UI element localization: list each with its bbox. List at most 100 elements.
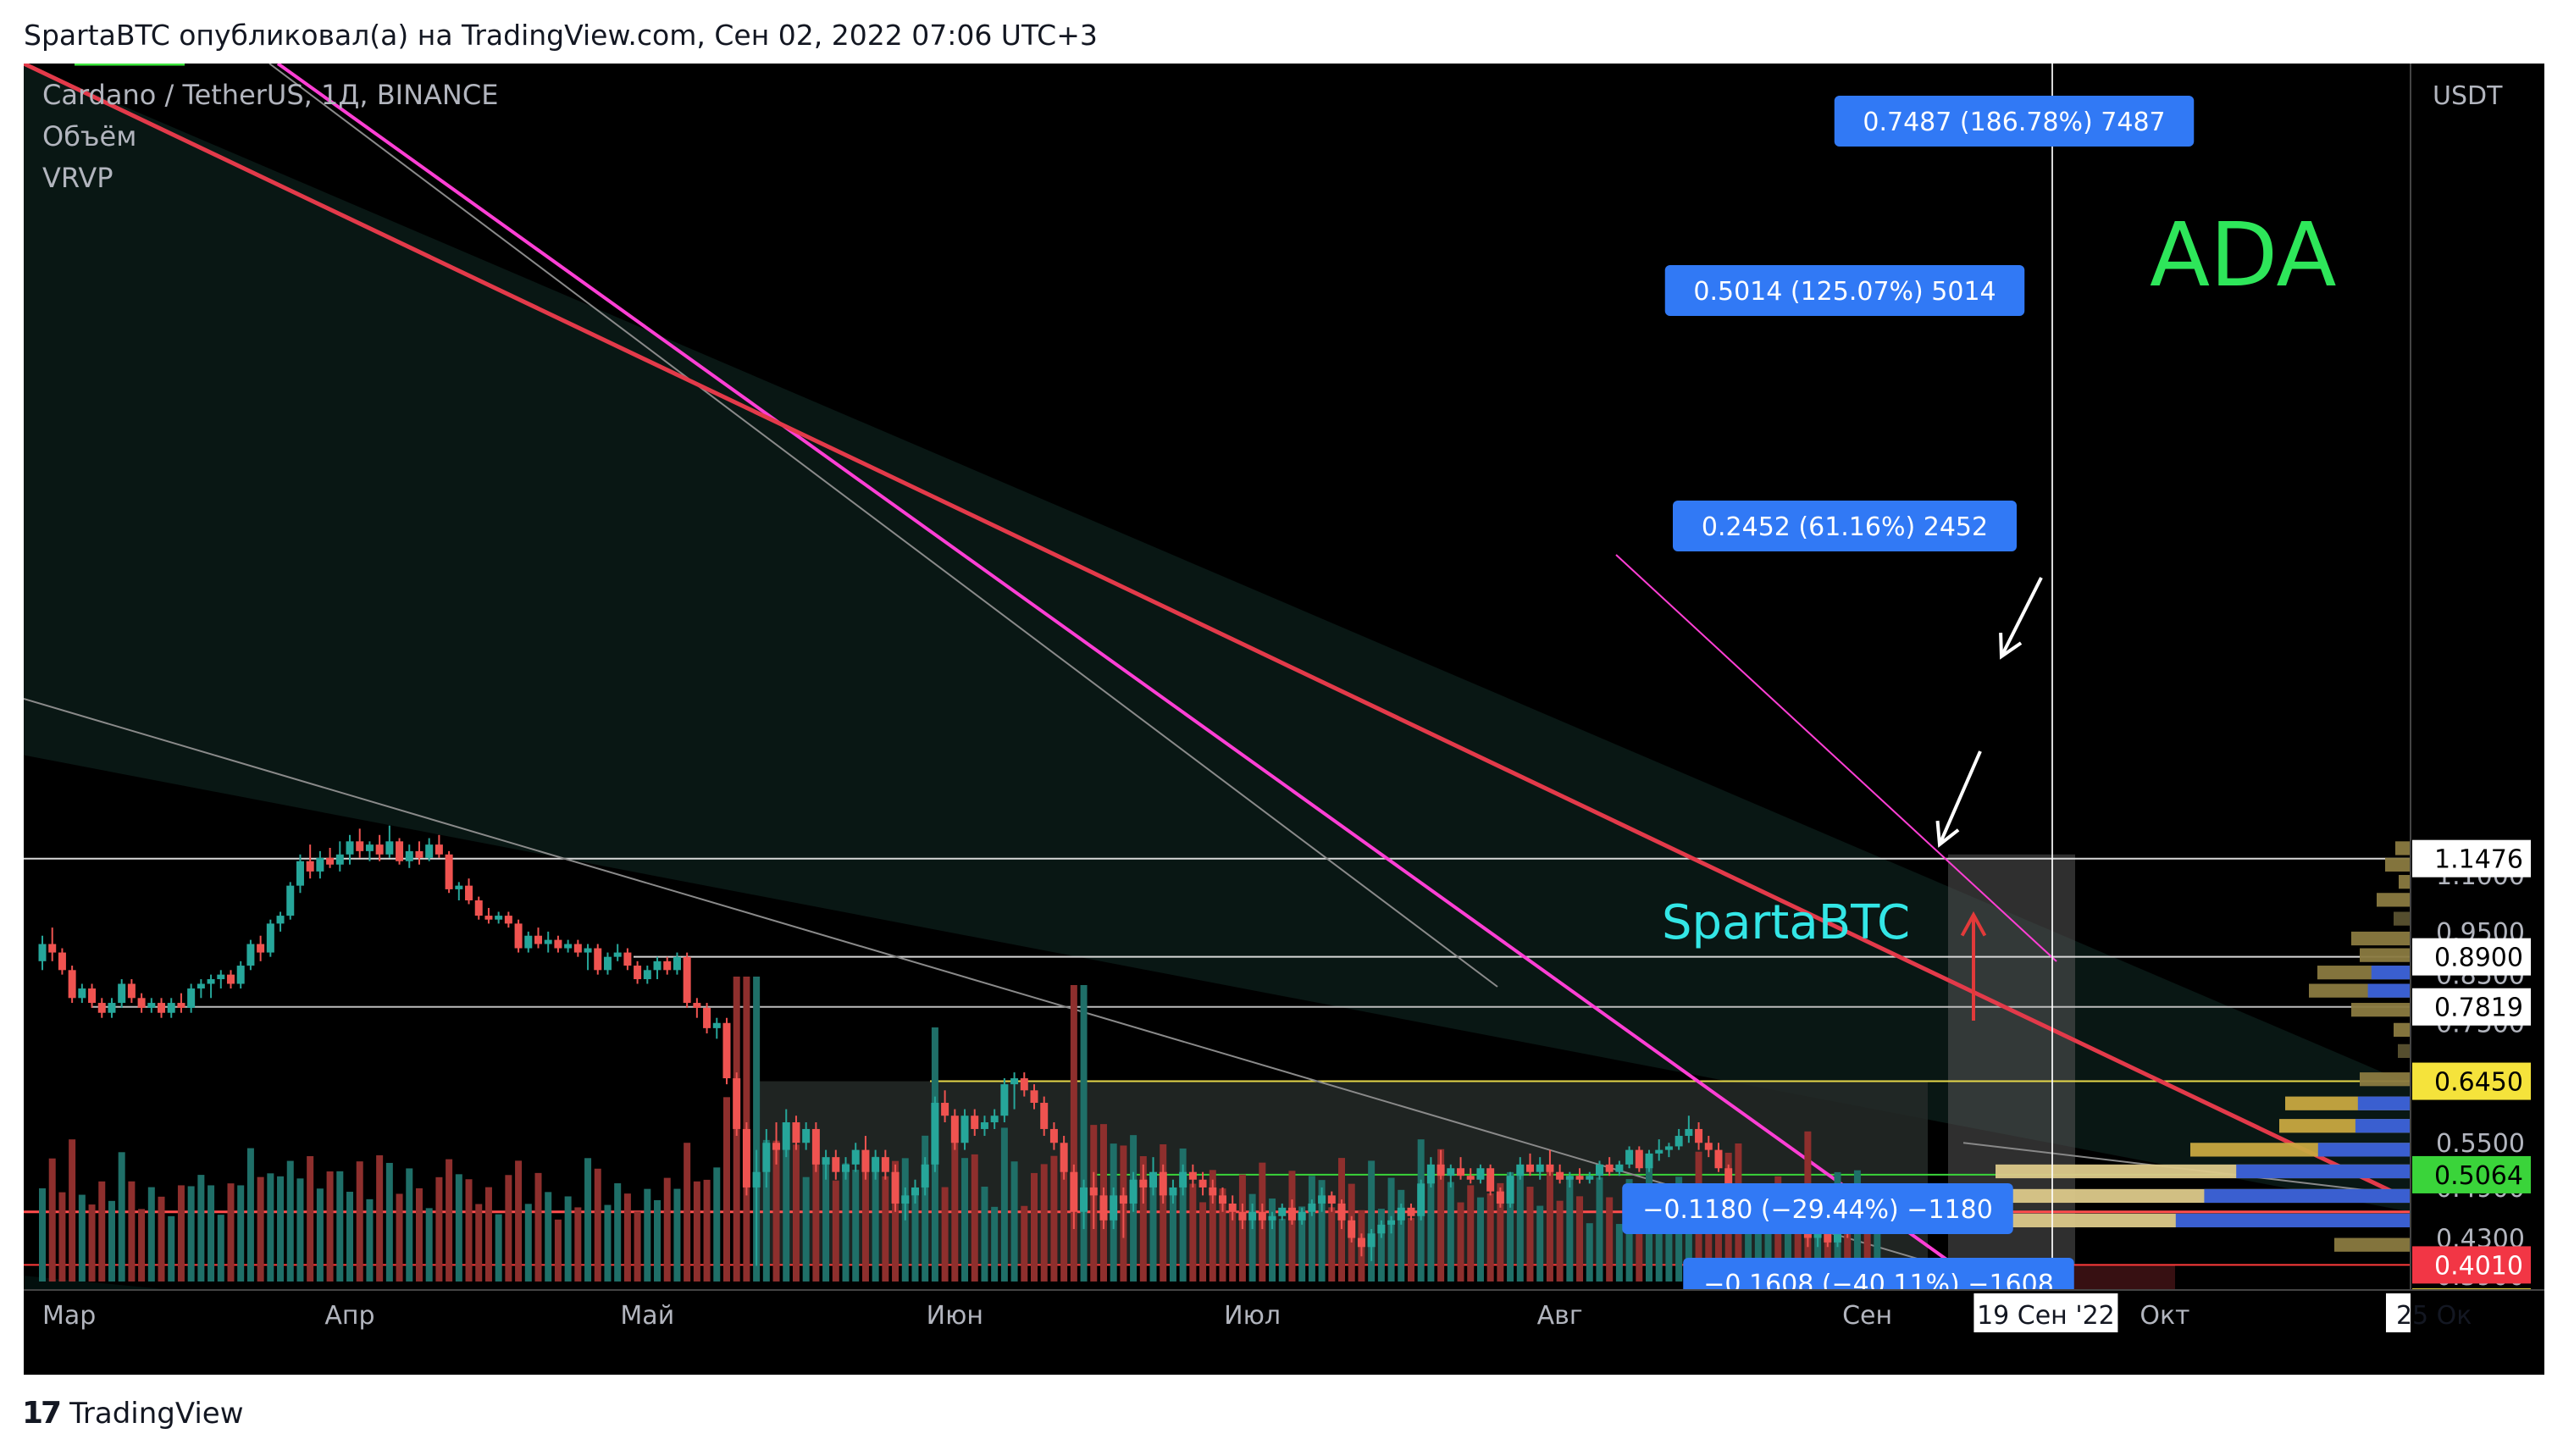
candle-body (851, 1149, 860, 1165)
volume-bar (246, 1148, 254, 1282)
candle-body (742, 1128, 750, 1187)
volume-bar (1476, 1197, 1484, 1282)
candle-body (246, 944, 255, 966)
x-tick-label: Сен (1842, 1301, 1892, 1331)
volume-bar (772, 1140, 780, 1282)
volume-bar (654, 1199, 662, 1282)
volume-bar (872, 1156, 879, 1282)
volume-bar (861, 1160, 869, 1282)
candle-body (1447, 1168, 1455, 1176)
volume-bar (1060, 1143, 1068, 1282)
candle-body (1318, 1195, 1326, 1204)
volume-bar (1328, 1207, 1336, 1282)
candle-body (296, 861, 304, 886)
price-label-text: 1.1476 (2434, 845, 2523, 875)
candle-body (971, 1116, 979, 1129)
candle-body (514, 923, 523, 949)
candle-body (1714, 1149, 1723, 1169)
volume-bar (1596, 1177, 1603, 1282)
volume-bar (1665, 1221, 1673, 1282)
tradingview-logo[interactable]: 17 TradingView (22, 1396, 244, 1431)
candle-body (365, 844, 374, 851)
vrvp-blue-8 (2367, 983, 2411, 998)
candle-body (712, 1022, 721, 1028)
volume-bar (257, 1176, 264, 1282)
volume-bar (584, 1158, 592, 1282)
chart-area[interactable]: Cardano / TetherUS, 1Д, BINANCE Объём VRVP… (24, 64, 2544, 1375)
volume-bar (446, 1159, 453, 1282)
volume-bar (1497, 1182, 1504, 1282)
volume-bar (1546, 1167, 1553, 1282)
candle-body (137, 998, 146, 1008)
candle-body (1060, 1143, 1068, 1172)
y-tick-label: 0.5500 (2436, 1129, 2525, 1159)
candle-body (425, 844, 434, 858)
volume-bar (614, 1182, 622, 1282)
candle-body (842, 1164, 850, 1172)
volume-bar (1486, 1193, 1494, 1282)
candle-body (1218, 1195, 1226, 1204)
candle-body (911, 1187, 919, 1196)
candle-body (811, 1128, 820, 1165)
measure-label-1: 0.5014 (125.07%) 5014 (1664, 265, 2025, 316)
price-label-text: 0.8900 (2434, 944, 2523, 973)
candle-body (1119, 1195, 1127, 1204)
volume-bar (1566, 1176, 1574, 1282)
candle-body (1040, 1103, 1049, 1129)
vrvp-bar-10 (2394, 1022, 2411, 1038)
candle-body (1248, 1211, 1257, 1221)
candle-body (931, 1103, 939, 1165)
candle-body (623, 952, 632, 966)
white-arrow-upper (2000, 577, 2043, 657)
volume-bar (1516, 1166, 1524, 1282)
volume-bar (594, 1168, 601, 1282)
volume-bar (1000, 1127, 1008, 1282)
candle-body (1348, 1220, 1356, 1238)
volume-bar (1139, 1156, 1147, 1282)
price-label: 0.8900 (2412, 938, 2531, 976)
candle-body (484, 916, 493, 920)
vrvp-blue-18 (2175, 1213, 2411, 1228)
volume-bar (415, 1187, 423, 1282)
volume-bar (951, 1138, 959, 1282)
candle-body (316, 857, 324, 872)
candle-body (306, 861, 314, 872)
candle-body (1516, 1164, 1525, 1176)
author-tag: SpartaBTC (1662, 895, 1910, 950)
volume-bar (286, 1160, 294, 1282)
volume-bar (1229, 1206, 1237, 1282)
candle-body (266, 923, 274, 953)
candle-body (634, 966, 642, 980)
volume-bar (1447, 1182, 1454, 1282)
candle-body (396, 841, 404, 861)
volume-bar (316, 1188, 324, 1282)
price-label-text: 0.5064 (2434, 1161, 2523, 1191)
grey-trendline (268, 64, 1498, 988)
volume-bar (545, 1192, 552, 1282)
x-tick-label: Апр (324, 1301, 374, 1331)
candle-body (1635, 1149, 1643, 1169)
candle-body (1417, 1183, 1425, 1216)
volume-bar (832, 1180, 839, 1282)
volume-bar (326, 1171, 334, 1282)
volume-bar (812, 1153, 820, 1282)
candle-body (1546, 1164, 1554, 1172)
x-tick-label: Мар (42, 1301, 96, 1331)
candle-body (108, 1003, 116, 1013)
volume-bar (1368, 1160, 1376, 1282)
volume-bar (604, 1204, 612, 1282)
x-tick-label: Июн (927, 1301, 983, 1331)
volume-bar (792, 1144, 800, 1282)
candle-body (356, 841, 364, 851)
candle-body (1149, 1171, 1158, 1187)
volume-bar (722, 1097, 730, 1282)
candle-body (1675, 1136, 1683, 1147)
volume-bar (1714, 1187, 1722, 1282)
candlestick-chart[interactable]: Cardano / TetherUS, 1Д, BINANCE Объём VRVP… (24, 64, 2544, 1375)
candle-body (802, 1128, 811, 1143)
candle-body (762, 1143, 771, 1172)
volume-bar (515, 1160, 523, 1282)
vrvp-bar-3 (2377, 893, 2411, 907)
candle-body (1476, 1168, 1485, 1180)
candle-body (1387, 1220, 1396, 1225)
